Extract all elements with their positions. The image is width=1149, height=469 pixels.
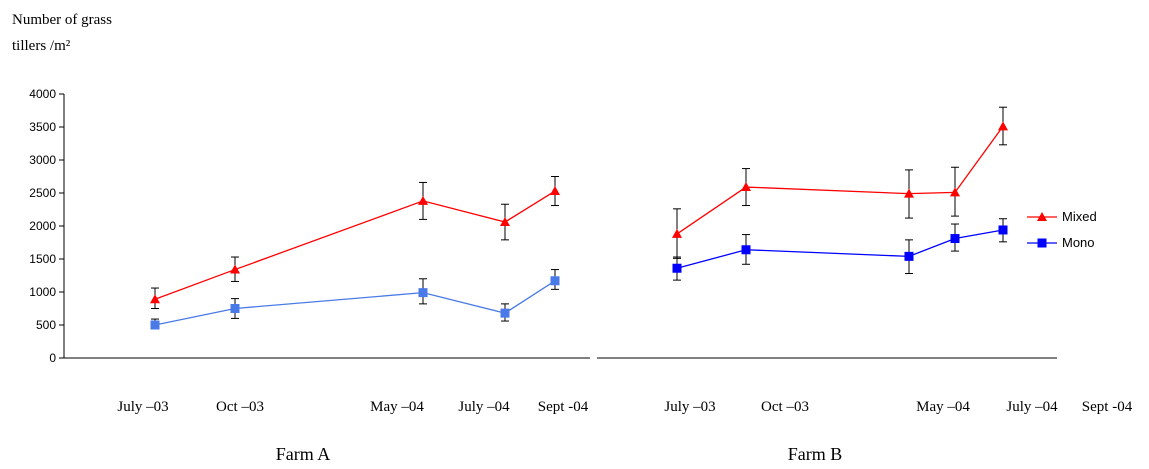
triangle-marker — [150, 294, 160, 304]
x-tick-label: July –04 — [458, 399, 510, 415]
panel-farm-a: July –03 Oct –03 May –04 July –04 Sept -04 Fa… — [64, 176, 590, 464]
panel-farm-b: July –03 Oct –03 May –04 July –04 Sept -04 Fa… — [597, 106, 1133, 464]
y-axis-title: Number of grass tillers /m² — [12, 12, 112, 54]
y-tick-label: 0 — [49, 351, 56, 365]
y-tick-label: 500 — [36, 318, 56, 332]
square-marker — [1037, 238, 1047, 248]
panel-title: Farm A — [276, 444, 331, 464]
panel-title: Farm B — [788, 444, 843, 464]
square-marker — [500, 308, 510, 318]
square-marker — [550, 276, 560, 286]
chart-panels: July –03 Oct –03 May –04 July –04 Sept -04 Fa… — [64, 106, 1133, 464]
square-marker — [950, 234, 960, 244]
series-mixed — [150, 176, 560, 309]
x-tick-label: July –04 — [1006, 399, 1058, 415]
y-axis-title-line-2: tillers /m² — [12, 38, 71, 54]
y-tick-label: 2000 — [29, 219, 56, 233]
y-tick-label: 3500 — [29, 120, 56, 134]
legend-item-mono: Mono — [1027, 235, 1095, 250]
y-tick-label: 2500 — [29, 186, 56, 200]
series-mono — [672, 218, 1008, 281]
x-tick-label: May –04 — [370, 399, 424, 415]
square-marker — [672, 263, 682, 273]
triangle-marker — [904, 188, 914, 198]
square-marker — [418, 288, 428, 298]
x-tick-label: July –03 — [117, 399, 168, 415]
series-mixed — [672, 106, 1008, 259]
x-tick-label: Sept -04 — [538, 399, 589, 415]
x-tick-label: Oct –03 — [761, 399, 809, 415]
series-line — [154, 280, 556, 326]
series-line — [676, 125, 1004, 235]
triangle-marker — [418, 195, 428, 205]
square-marker — [230, 304, 240, 313]
triangle-marker — [500, 217, 510, 227]
triangle-marker — [672, 228, 682, 238]
triangle-marker — [741, 182, 751, 192]
x-tick-label: May –04 — [916, 399, 970, 415]
y-tick-label: 1000 — [29, 285, 56, 299]
y-axis: 0 500 1000 1500 2000 2500 3000 3500 4000 — [29, 87, 65, 365]
triangle-marker — [1037, 212, 1047, 221]
y-tick-label: 3000 — [29, 153, 56, 167]
x-tick-label: Sept -04 — [1082, 399, 1133, 415]
x-tick-label: Oct –03 — [216, 399, 264, 415]
square-marker — [998, 225, 1008, 235]
triangle-marker — [230, 264, 240, 274]
legend-label: Mono — [1062, 235, 1095, 250]
legend: Mixed Mono — [1027, 209, 1097, 250]
triangle-marker — [950, 187, 960, 197]
legend-label: Mixed — [1062, 209, 1097, 224]
square-marker — [904, 251, 914, 261]
legend-item-mixed: Mixed — [1027, 209, 1097, 224]
square-marker — [741, 245, 751, 255]
series-line — [154, 190, 556, 300]
triangle-marker — [550, 186, 560, 196]
series-mono — [150, 269, 560, 330]
x-tick-label: July –03 — [664, 399, 715, 415]
y-tick-label: 1500 — [29, 252, 56, 266]
y-axis-title-line-1: Number of grass — [12, 12, 112, 28]
square-marker — [150, 320, 160, 330]
triangle-marker — [998, 121, 1008, 131]
y-tick-label: 4000 — [29, 87, 56, 101]
